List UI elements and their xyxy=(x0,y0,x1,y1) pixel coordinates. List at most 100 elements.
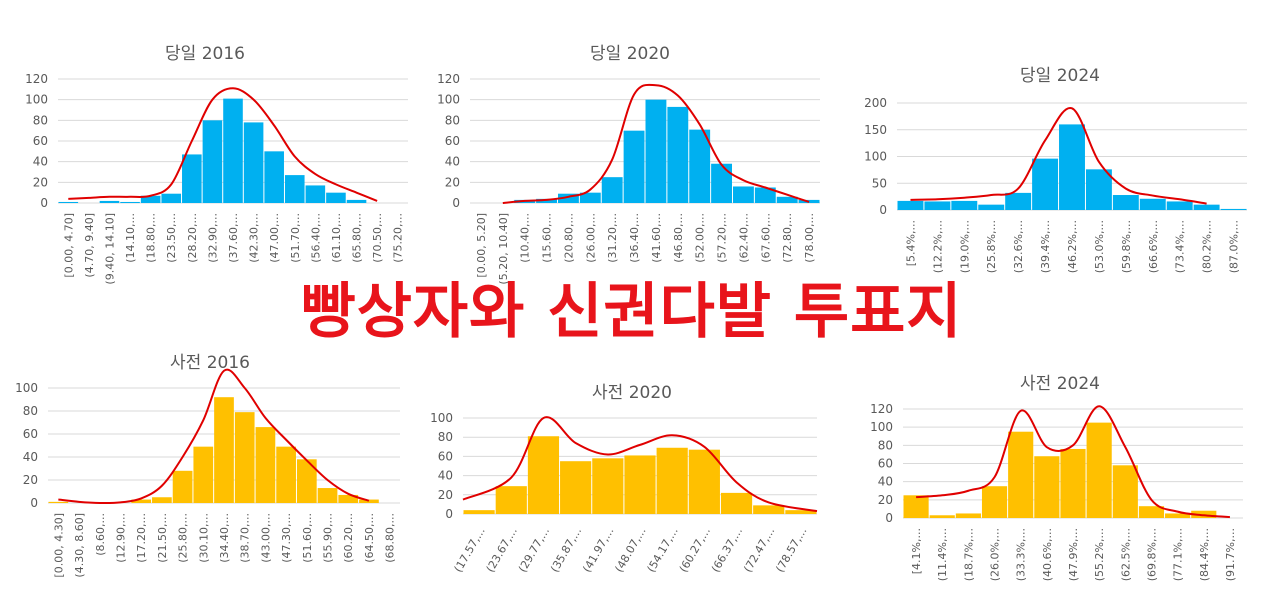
y-tick-label: 20 xyxy=(23,473,38,487)
histogram-bar xyxy=(1112,195,1139,210)
x-category-label: [0.00, 4.30] xyxy=(52,513,65,578)
x-category-label: (68.80,... xyxy=(384,513,397,563)
y-tick-label: 200 xyxy=(864,96,887,110)
histogram-bar xyxy=(223,98,243,203)
x-category-label: (65.80,... xyxy=(351,213,364,263)
y-tick-label: 40 xyxy=(438,469,453,483)
x-category-label: (55.2%,... xyxy=(1093,528,1106,581)
x-category-label: (15.60,... xyxy=(541,213,554,263)
y-tick-label: 100 xyxy=(870,420,893,434)
histogram-bar xyxy=(903,495,929,518)
density-curve xyxy=(68,87,378,202)
y-tick-label: 60 xyxy=(878,457,893,471)
x-category-label: (34.40,... xyxy=(218,513,231,563)
x-category-label: (78.57,... xyxy=(773,525,809,575)
x-category-label: (35.87,... xyxy=(548,525,584,575)
x-category-label: (46.2%,... xyxy=(1066,220,1079,273)
histogram-bar xyxy=(1032,158,1059,210)
histogram-bar xyxy=(645,99,667,203)
density-curve xyxy=(916,405,1230,519)
x-category-label: (51.60,... xyxy=(301,513,314,563)
x-category-label: (11.4%,... xyxy=(936,528,949,581)
histogram-chart: 당일 2024 0 50 100 150 200 [5.4%,... (12.2%,... (1… xyxy=(864,66,1247,273)
x-category-label: (26.00,... xyxy=(584,213,597,263)
histogram-bar xyxy=(1059,124,1085,210)
y-tick-label: 20 xyxy=(438,488,453,502)
histogram-bar xyxy=(688,449,720,514)
x-category-label: (23.67,... xyxy=(484,525,520,575)
x-category-label: (18.80,... xyxy=(145,213,158,263)
histogram-bar xyxy=(140,195,161,203)
histogram-bar xyxy=(463,510,495,514)
histogram-bar xyxy=(1166,201,1193,210)
x-category-label: (14.10,... xyxy=(124,213,137,263)
x-category-label: (5.20, 10.40] xyxy=(497,213,510,285)
x-category-label: (12.90,... xyxy=(114,513,127,563)
density-curve xyxy=(502,83,810,204)
x-category-label: (8.60,... xyxy=(94,513,107,556)
x-category-label: (32.6%,... xyxy=(1012,220,1025,273)
histogram-bar xyxy=(1085,169,1112,210)
chart-title: 사전 2020 xyxy=(592,383,672,403)
x-category-label: (29.77,... xyxy=(516,525,552,575)
x-category-label: (87.0%,... xyxy=(1228,220,1241,273)
x-category-label: (41.60,... xyxy=(650,213,663,263)
y-tick-label: 100 xyxy=(430,411,453,425)
histogram-bar xyxy=(955,513,981,518)
x-category-label: (4.70, 9.40] xyxy=(83,213,96,278)
x-category-label: [5.4%,... xyxy=(904,220,917,266)
histogram-bar xyxy=(579,192,601,203)
histogram-chart: 사전 2024 0 20 40 60 80 100 120 [4.1%,... (11.4%,..… xyxy=(870,374,1243,581)
histogram-bar xyxy=(897,200,924,210)
y-tick-label: 120 xyxy=(25,72,48,86)
x-category-label: (67.60,... xyxy=(759,213,772,263)
x-category-label: (59.8%,... xyxy=(1120,220,1133,273)
histogram-bar xyxy=(656,447,688,514)
histogram-bar xyxy=(1138,506,1165,518)
x-category-label: (25.80,... xyxy=(177,513,190,563)
histogram-bar xyxy=(753,505,785,514)
histogram-bar xyxy=(161,193,182,203)
x-category-label: (4.30, 8.60] xyxy=(73,513,86,578)
x-category-label: [4.1%,... xyxy=(910,528,923,574)
histogram-bar xyxy=(99,200,120,203)
x-category-label: (18.7%,... xyxy=(962,528,975,581)
histogram-bar xyxy=(592,458,624,514)
histogram-bar xyxy=(536,198,557,203)
x-category-label: (25.8%,... xyxy=(985,220,998,273)
histogram-bar xyxy=(172,470,193,503)
density-curve xyxy=(462,416,818,513)
histogram-bar xyxy=(733,186,754,203)
y-tick-label: 0 xyxy=(30,496,38,510)
y-tick-label: 40 xyxy=(878,475,893,489)
histogram-bar xyxy=(689,129,711,203)
histogram-bar xyxy=(264,151,284,203)
x-category-label: (75.20,... xyxy=(392,213,405,263)
y-tick-label: 120 xyxy=(870,402,893,416)
histogram-chart: 사전 2020020406080100(17.57,...(23.67,...(… xyxy=(430,383,818,575)
histogram-bar xyxy=(48,501,69,503)
histogram-bar xyxy=(601,177,623,203)
x-category-label: (62.40,... xyxy=(737,213,750,263)
histogram-bar xyxy=(317,488,338,503)
histogram-bar xyxy=(785,510,817,514)
x-category-label: (57.20,... xyxy=(716,213,729,263)
histogram-chart: 사전 2016 0 20 40 60 80 100 [0.00, 4.30] (4.30, 8.… xyxy=(15,353,400,578)
chart-title: 사전 2016 xyxy=(170,353,250,373)
y-tick-label: 100 xyxy=(15,381,38,395)
histogram-bar xyxy=(338,494,359,503)
histogram-bar xyxy=(981,486,1008,518)
y-tick-label: 40 xyxy=(445,155,460,169)
y-tick-label: 150 xyxy=(864,123,887,137)
histogram-bar xyxy=(558,193,579,203)
x-category-label: (43.00,... xyxy=(259,513,272,563)
density-curve xyxy=(910,107,1207,205)
chart-title: 사전 2024 xyxy=(1020,374,1100,394)
y-tick-label: 80 xyxy=(23,404,38,418)
histogram-chart: 당일 2020 0 20 40 60 80 100 120 [0.00, 5.20] (5.20,… xyxy=(437,44,820,285)
histogram-bar xyxy=(193,446,214,503)
x-category-label: (47.30,... xyxy=(280,513,293,563)
x-category-label: (38.70,... xyxy=(239,513,252,563)
histogram-bar xyxy=(929,515,955,518)
y-tick-label: 0 xyxy=(879,203,887,217)
